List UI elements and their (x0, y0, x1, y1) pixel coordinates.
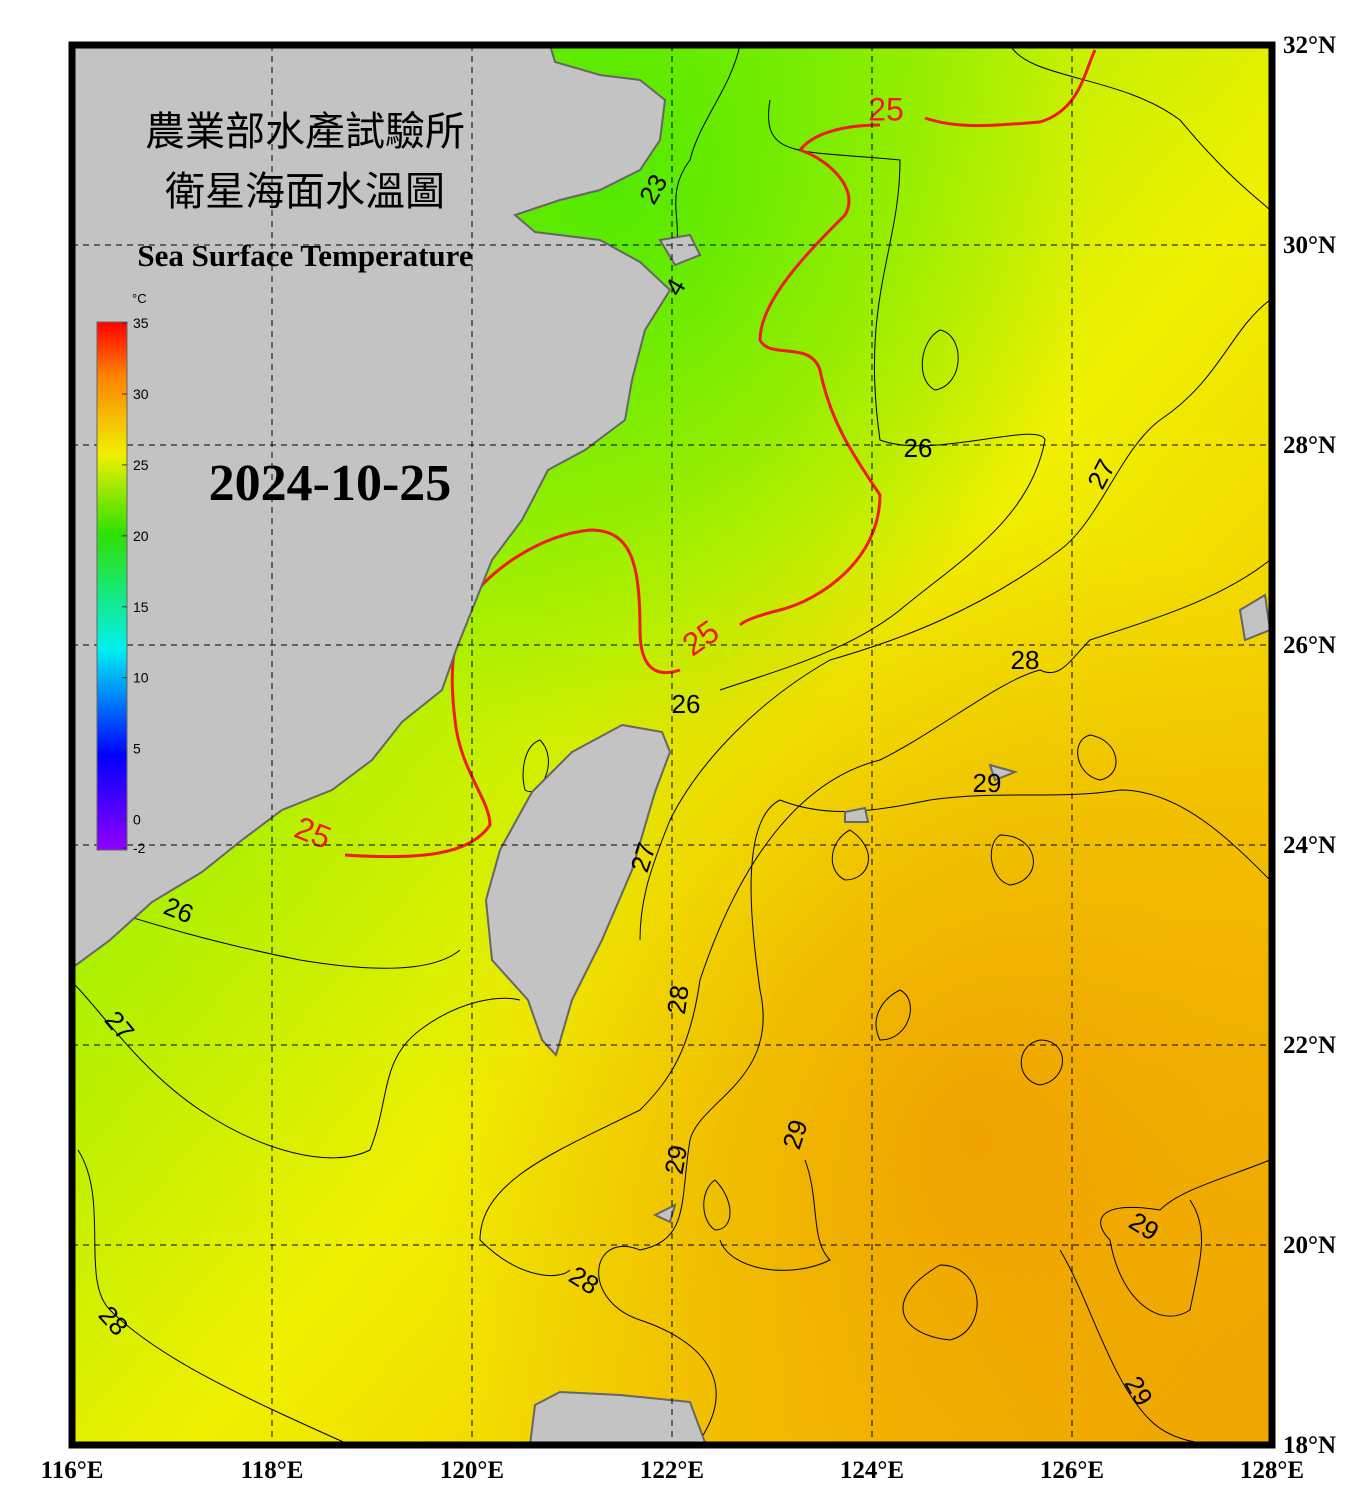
y-tick-label: 30°N (1283, 232, 1336, 259)
x-tick-label: 118°E (241, 1457, 304, 1484)
contour-label: 28 (661, 983, 695, 1016)
isotherm (1100, 1159, 1271, 1317)
date: 2024-10-25 (209, 455, 452, 512)
colorbar-tick-label: 0 (133, 812, 141, 828)
isotherm (598, 789, 1271, 1441)
colorbar-tick-label: -2 (133, 840, 146, 856)
isotherm (719, 99, 1046, 691)
y-tick-label: 22°N (1283, 1032, 1336, 1059)
colorbar-tick-label: 15 (133, 599, 149, 615)
isotherm (1020, 1039, 1063, 1086)
x-tick-label: 128°E (1240, 1457, 1304, 1484)
axes: 116°E 118°E 120°E 122°E 124°E 126°E 128°E18°N 2… (41, 32, 1336, 1484)
contour-label: 29 (973, 768, 1002, 798)
colorbar-tick-label: 5 (133, 741, 141, 757)
isotherm (1077, 734, 1117, 781)
isotherm-25 (924, 49, 1097, 128)
title-zh: 農業部水產試驗所 (145, 109, 465, 154)
colorbar-tick-label: 35 (133, 315, 149, 331)
x-tick-label: 116°E (41, 1457, 104, 1484)
isotherm (74, 984, 521, 1159)
x-tick-label: 120°E (440, 1457, 504, 1484)
y-tick-label: 24°N (1283, 832, 1336, 859)
islands (652, 233, 1272, 1224)
isotherm (77, 1149, 351, 1445)
y-tick-label: 28°N (1283, 432, 1336, 459)
taiwan (484, 723, 672, 1057)
colorbar-ticks: 35 30 25 20 15 10 5 0 -2 (122, 315, 149, 856)
y-tick-label: 26°N (1283, 632, 1336, 659)
y-tick-label: 18°N (1283, 1432, 1336, 1459)
isotherm (639, 299, 1271, 941)
colorbar-tick-label: 25 (133, 457, 149, 473)
x-tick-label: 124°E (840, 1457, 904, 1484)
colorbar-tick-label: 30 (133, 386, 149, 402)
map-frame (68, 41, 1276, 1449)
isotherm (522, 739, 549, 793)
land (72, 45, 1272, 1445)
colorbar-unit: °C (132, 291, 147, 306)
colorbar-tick-label: 10 (133, 670, 149, 686)
x-tick-label: 122°E (640, 1457, 704, 1484)
y-tick-label: 32°N (1283, 32, 1336, 59)
contour-label: 26 (672, 689, 701, 719)
contour-label: 25 (868, 91, 904, 127)
isotherm (669, 45, 741, 261)
isotherm (1009, 45, 1271, 211)
isotherm-25 (738, 148, 882, 627)
title-en: Sea Surface Temperature (137, 238, 472, 273)
isotherm (875, 989, 911, 1041)
isotherm (703, 1179, 731, 1231)
isotherm (921, 329, 959, 391)
isotherm (902, 1264, 978, 1341)
contour-label: 26 (904, 433, 933, 463)
mainland-china (72, 45, 672, 970)
contour-label: 29 (659, 1143, 694, 1177)
contour-label: 28 (1011, 645, 1040, 675)
isotherm (990, 834, 1034, 886)
luzon (528, 1390, 708, 1445)
colorbar-tick-label: 20 (133, 528, 149, 544)
isotherm (831, 829, 869, 881)
colorbar (96, 321, 128, 851)
y-tick-label: 20°N (1283, 1232, 1336, 1259)
graticule (72, 45, 1272, 1445)
x-tick-label: 126°E (1040, 1457, 1104, 1484)
title-zh: 衛星海面水溫圖 (165, 169, 445, 214)
isotherm-25 (798, 123, 881, 151)
isotherm (719, 1159, 831, 1271)
